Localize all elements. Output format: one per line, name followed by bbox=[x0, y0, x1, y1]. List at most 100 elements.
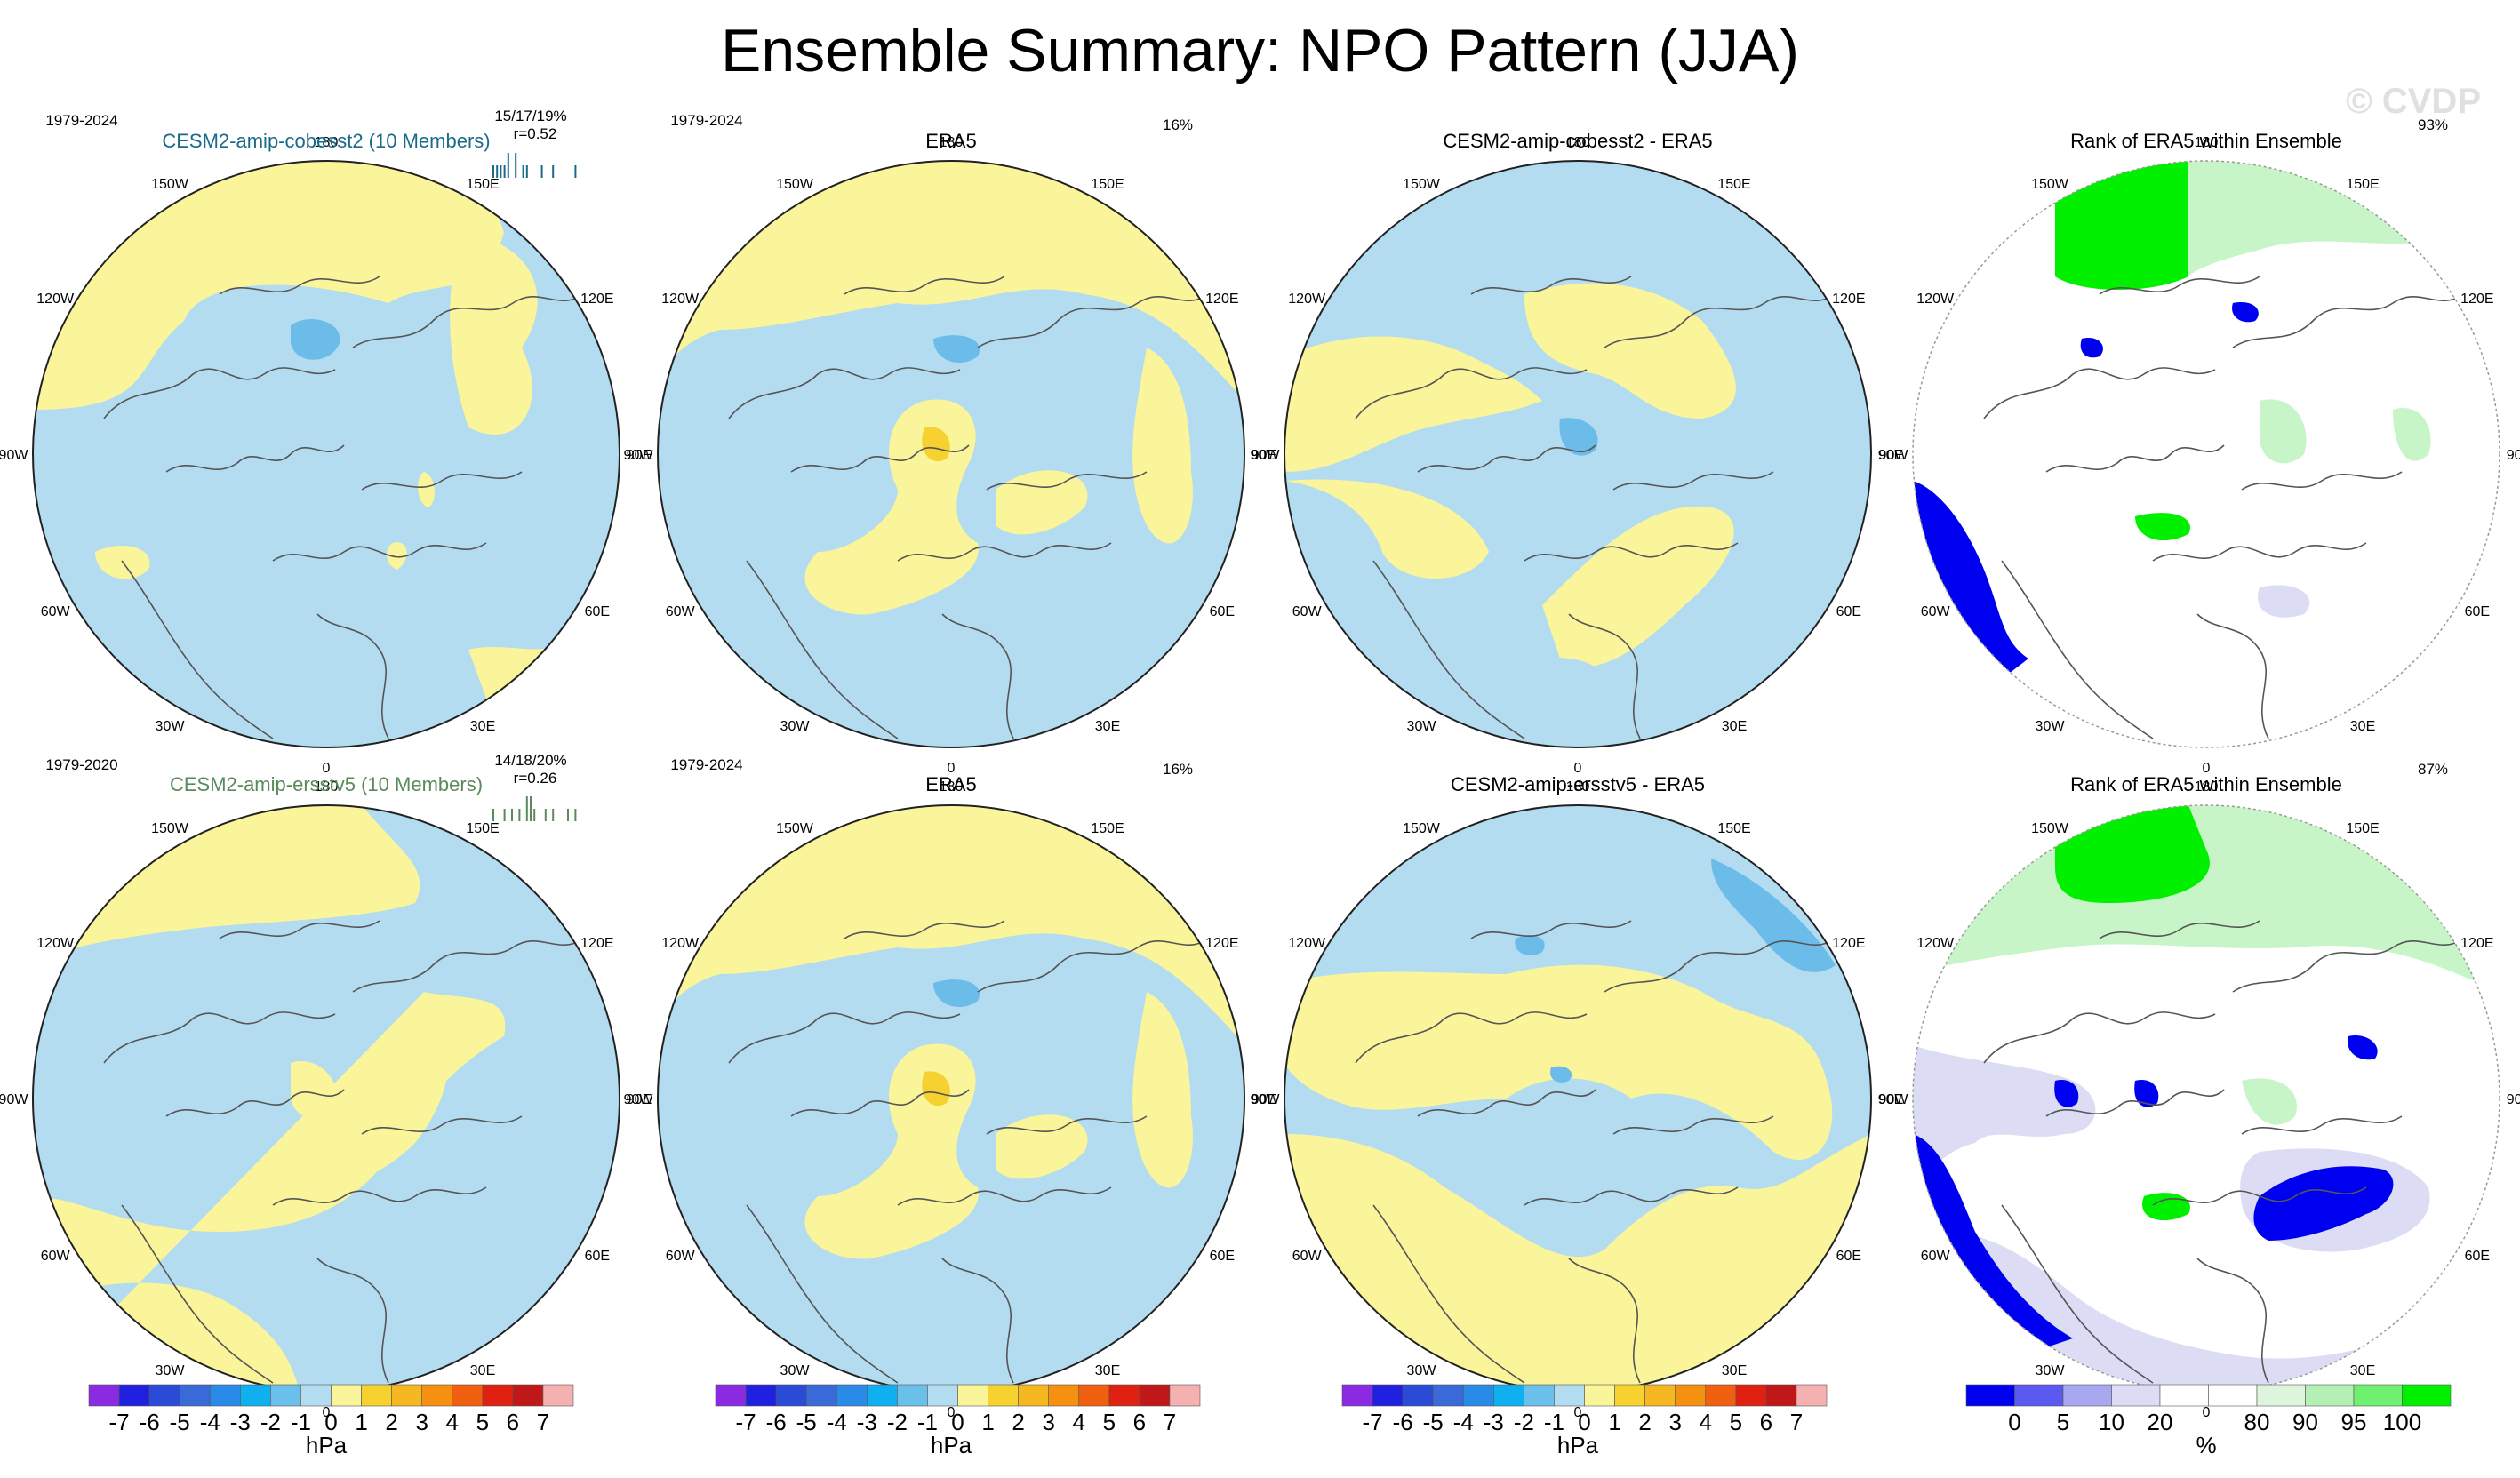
colorbar-tick-label: 2 bbox=[1012, 1409, 1024, 1435]
map-boundary bbox=[657, 160, 1245, 748]
map-field bbox=[33, 805, 620, 1392]
lon-label: 90E bbox=[2507, 1092, 2520, 1107]
colorbar-tick-label: -6 bbox=[140, 1409, 160, 1435]
lon-label: 60E bbox=[585, 604, 610, 619]
coastline bbox=[941, 1258, 1014, 1384]
field-region-rank_blue bbox=[2080, 338, 2103, 358]
colorbar-cell bbox=[745, 1384, 777, 1407]
lon-label: 0 bbox=[948, 761, 956, 776]
lon-label: 120W bbox=[36, 292, 75, 307]
coastline bbox=[1524, 1186, 1739, 1206]
lon-label: 120E bbox=[580, 936, 613, 951]
lon-label: 120E bbox=[1832, 936, 1865, 951]
field-region-pos_pale bbox=[658, 161, 1244, 401]
colorbar-cell bbox=[1765, 1384, 1797, 1407]
field-region-rank_lightblue bbox=[1913, 1045, 2096, 1205]
colorbar-tick-label: -2 bbox=[887, 1409, 908, 1435]
period-label: 1979-2024 bbox=[670, 756, 742, 773]
coastline bbox=[2152, 542, 2367, 562]
lon-label: 180 bbox=[1566, 779, 1590, 795]
lon-label: 90W bbox=[0, 1092, 28, 1107]
period-label: 1979-2024 bbox=[45, 112, 117, 129]
colorbar-cell bbox=[1139, 1384, 1171, 1407]
colorbar-cell bbox=[2305, 1384, 2355, 1407]
field-region-rank_lightblue bbox=[2258, 585, 2310, 618]
coastline bbox=[844, 920, 1005, 939]
colorbar-tick-label: 5 bbox=[1730, 1409, 1742, 1435]
correlation-value: r=0.52 bbox=[514, 125, 557, 142]
lon-label: 60W bbox=[666, 1249, 696, 1264]
colorbar-cell bbox=[452, 1384, 484, 1407]
lon-label: 0 bbox=[323, 1405, 331, 1420]
lon-label: 150E bbox=[466, 177, 499, 192]
lon-label: 30E bbox=[470, 1363, 495, 1378]
lon-label: 60W bbox=[1292, 1249, 1323, 1264]
variance-explained: 15/17/19% bbox=[494, 108, 566, 124]
coastline bbox=[897, 1186, 1112, 1206]
colorbar-tick-label: -2 bbox=[260, 1409, 281, 1435]
coastline bbox=[2232, 293, 2465, 348]
lon-label: 90W bbox=[624, 1092, 654, 1107]
colorbar-cell bbox=[1524, 1384, 1555, 1407]
lon-label: 90E bbox=[627, 448, 652, 463]
pattern-correlation: 87% bbox=[2418, 761, 2448, 778]
panel-title: CESM2-amip-ersstv5 (10 Members) bbox=[170, 773, 483, 795]
field-region-pos_pale bbox=[387, 542, 407, 570]
coastline bbox=[746, 560, 899, 739]
coastline bbox=[165, 1089, 345, 1117]
lon-label: 60E bbox=[1836, 604, 1861, 619]
map-panel-r2c4: 180 150E 120E 90E 60E 30E 0 30W 60W 90W 120W 150W bbox=[1879, 779, 2520, 1420]
lon-label: 0 bbox=[948, 1405, 956, 1420]
colorbar-tick-label: 7 bbox=[1790, 1409, 1803, 1435]
colorbar-cell bbox=[836, 1384, 868, 1407]
map-panel-r1c3: 180 150E 120E 90E 60E 30E 0 30W 60W 90W 120W 150W bbox=[1251, 135, 1904, 776]
field-region-pos_pale bbox=[291, 1061, 337, 1119]
map-field bbox=[658, 805, 1244, 1392]
colorbar-tick-label: -4 bbox=[1453, 1409, 1474, 1435]
colorbar-tick-label: 5 bbox=[1103, 1409, 1116, 1435]
lon-label: 150E bbox=[466, 821, 499, 836]
colorbar-cell bbox=[2062, 1384, 2112, 1407]
colorbar-tick-label: -4 bbox=[827, 1409, 847, 1435]
field-region-pos_pale bbox=[308, 1027, 449, 1196]
colorbar-tick-label: 80 bbox=[2244, 1409, 2270, 1435]
lon-label: 60E bbox=[2465, 1249, 2490, 1264]
lon-label: 30W bbox=[156, 719, 186, 734]
lon-label: 30W bbox=[2036, 719, 2066, 734]
colorbar-cell bbox=[957, 1384, 988, 1407]
field-region-neg_strong bbox=[933, 979, 980, 1008]
colorbar-cell bbox=[1048, 1384, 1080, 1407]
colorbar-cell bbox=[391, 1384, 422, 1407]
panel-title: CESM2-amip-ersstv5 - ERA5 bbox=[1451, 773, 1705, 795]
colorbar-tick-label: 0 bbox=[951, 1409, 964, 1435]
colorbar-tick-label: 20 bbox=[2148, 1409, 2173, 1435]
colorbar-tick-label: 7 bbox=[537, 1409, 549, 1435]
map-boundary bbox=[32, 160, 620, 748]
colorbar-tick-label: -6 bbox=[1393, 1409, 1413, 1435]
colorbar-tick-label: 3 bbox=[415, 1409, 428, 1435]
lon-label: 120E bbox=[1205, 292, 1238, 307]
coastline bbox=[746, 1204, 899, 1384]
cvdp-watermark: © CVDP bbox=[2346, 82, 2481, 121]
colorbar-cell bbox=[148, 1384, 180, 1407]
colorbar-tick-label: -1 bbox=[917, 1409, 938, 1435]
colorbar-cell bbox=[209, 1384, 241, 1407]
map-field bbox=[658, 161, 1244, 747]
field-region-neg_strong bbox=[1559, 418, 1598, 456]
colorbar-cell bbox=[1169, 1384, 1201, 1407]
field-region-rank_green bbox=[2142, 1193, 2190, 1221]
colorbar-cell bbox=[1796, 1384, 1828, 1407]
colorbar-cell bbox=[867, 1384, 898, 1407]
coastline bbox=[1604, 293, 1836, 348]
colorbar-tick-label: 90 bbox=[2292, 1409, 2318, 1435]
lon-label: 120E bbox=[1205, 936, 1238, 951]
lon-label: 60W bbox=[1292, 604, 1323, 619]
lon-label: 90E bbox=[1252, 1092, 1276, 1107]
lon-label: 150E bbox=[1717, 177, 1750, 192]
field-region-neg_strong bbox=[1515, 934, 1545, 956]
lon-label: 0 bbox=[2203, 1405, 2211, 1420]
colorbar-cell bbox=[2111, 1384, 2161, 1407]
coastline bbox=[352, 938, 585, 993]
coastline bbox=[219, 920, 380, 939]
